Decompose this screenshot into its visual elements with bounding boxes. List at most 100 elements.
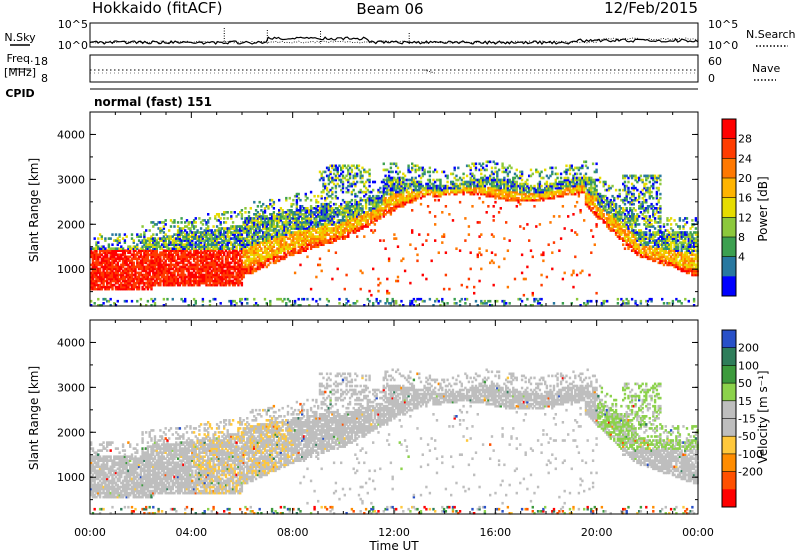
nave-tick-high: 60 xyxy=(708,55,722,68)
power-cell xyxy=(265,257,268,261)
power-cell xyxy=(130,253,134,257)
power-cell xyxy=(455,174,458,178)
power-cell xyxy=(251,259,254,263)
power-cell xyxy=(263,235,267,238)
power-cell xyxy=(143,253,146,257)
power-cell xyxy=(189,263,192,267)
power-cell xyxy=(341,182,345,186)
power-cell xyxy=(185,235,189,238)
power-cell xyxy=(111,269,114,273)
power-cell xyxy=(150,239,153,242)
power-cell xyxy=(162,277,166,281)
power-cell xyxy=(116,261,119,265)
power-cell xyxy=(325,241,329,244)
power-cell xyxy=(102,273,105,277)
power-cell xyxy=(201,279,205,283)
power-cell xyxy=(157,257,160,261)
power-cell xyxy=(185,241,189,244)
power-cell xyxy=(361,176,364,180)
power-cell xyxy=(386,180,389,184)
power-cell xyxy=(421,273,424,277)
power-cell xyxy=(247,225,251,228)
power-cell xyxy=(338,225,341,228)
power-cell xyxy=(364,198,368,202)
power-cell xyxy=(270,213,274,216)
power-cell xyxy=(386,192,389,196)
power-cell xyxy=(347,211,350,214)
power-cell xyxy=(329,209,332,212)
power-cell xyxy=(90,273,93,277)
power-cell xyxy=(379,205,382,208)
power-cell xyxy=(269,302,272,305)
power-cell xyxy=(166,247,169,251)
power-cell xyxy=(262,261,265,265)
power-cell xyxy=(396,190,400,194)
power-cell xyxy=(317,263,320,267)
power-cell xyxy=(235,261,238,265)
power-cell xyxy=(153,255,157,259)
power-cell xyxy=(473,291,476,295)
power-cell xyxy=(237,239,240,242)
power-cell xyxy=(258,229,261,232)
power-cell xyxy=(123,283,127,287)
power-cell xyxy=(253,245,256,249)
power-cell xyxy=(301,221,304,224)
power-cell xyxy=(260,229,263,232)
power-cell xyxy=(223,227,226,230)
power-cell xyxy=(258,249,261,253)
power-cell xyxy=(293,241,297,244)
power-cell xyxy=(299,225,302,228)
power-cell xyxy=(90,277,93,281)
power-cell xyxy=(176,279,180,283)
power-cell xyxy=(332,215,336,218)
power-cell xyxy=(309,237,313,240)
power-cell xyxy=(311,225,315,228)
power-cell xyxy=(166,297,169,301)
power-cell xyxy=(263,211,267,214)
power-cell xyxy=(288,251,291,255)
power-cell xyxy=(246,297,249,301)
power-cell xyxy=(113,257,116,261)
power-cell xyxy=(391,190,394,194)
power-cell xyxy=(150,275,153,279)
power-cell xyxy=(97,259,100,263)
power-cell xyxy=(168,267,171,271)
power-cell xyxy=(379,207,382,210)
power-cell xyxy=(221,275,224,279)
power-cell xyxy=(157,275,160,279)
power-cell xyxy=(203,253,206,257)
power-cell xyxy=(334,178,338,182)
power-cell xyxy=(304,229,307,232)
power-cell xyxy=(377,209,380,212)
power-cell xyxy=(116,299,119,303)
power-cell xyxy=(304,217,307,220)
power-cell xyxy=(561,205,565,208)
power-cell xyxy=(368,223,371,226)
power-cell xyxy=(221,235,224,238)
power-cell xyxy=(207,261,210,265)
power-cell xyxy=(207,277,210,281)
power-cell xyxy=(260,259,263,263)
power-cell xyxy=(272,223,276,226)
power-cell xyxy=(137,239,141,242)
power-cell xyxy=(98,253,102,257)
power-cell xyxy=(150,265,153,269)
power-cell xyxy=(304,247,307,251)
power-cell xyxy=(345,205,348,208)
power-cell xyxy=(331,190,334,194)
power-cell xyxy=(329,239,332,242)
power-cell xyxy=(260,263,263,267)
power-cell xyxy=(180,249,183,253)
power-cell xyxy=(327,213,330,216)
power-cell xyxy=(127,271,130,275)
power-cell xyxy=(242,237,245,240)
power-cell xyxy=(201,231,205,234)
power-cell xyxy=(155,269,158,273)
power-cell xyxy=(293,213,297,216)
power-cell xyxy=(306,229,309,232)
power-cell xyxy=(182,231,185,234)
power-cell xyxy=(283,217,286,220)
power-cell xyxy=(180,239,183,242)
power-cell xyxy=(343,223,346,226)
power-cell xyxy=(178,229,182,232)
